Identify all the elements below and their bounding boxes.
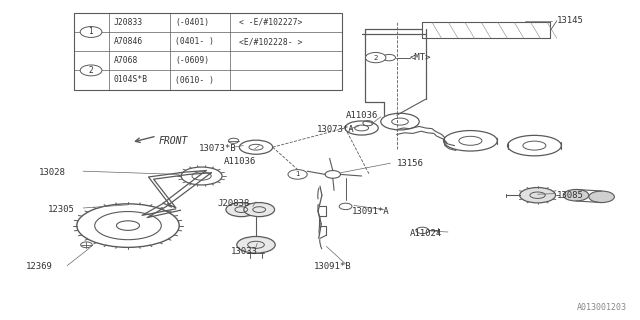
Circle shape	[288, 170, 307, 179]
Circle shape	[80, 27, 102, 37]
Text: J20838: J20838	[218, 199, 250, 208]
Text: 13028: 13028	[38, 168, 65, 177]
Circle shape	[80, 65, 102, 76]
Text: 13073*B: 13073*B	[198, 144, 236, 153]
Text: J20833: J20833	[113, 18, 143, 27]
Ellipse shape	[520, 188, 556, 203]
Text: 13145: 13145	[557, 16, 584, 25]
Text: (-0401): (-0401)	[175, 18, 209, 27]
Text: 13091*B: 13091*B	[314, 262, 351, 271]
Text: A11024: A11024	[410, 229, 442, 238]
Ellipse shape	[226, 203, 257, 217]
Text: <E/#102228- >: <E/#102228- >	[239, 37, 302, 46]
Text: A013001203: A013001203	[577, 303, 627, 312]
Ellipse shape	[237, 236, 275, 253]
Text: 13091*A: 13091*A	[352, 207, 390, 216]
Text: <MT>: <MT>	[410, 53, 431, 62]
Text: 12305: 12305	[48, 205, 75, 214]
Text: 2: 2	[89, 66, 93, 75]
Text: 12369: 12369	[26, 262, 52, 271]
Text: FRONT: FRONT	[159, 136, 188, 147]
Text: A7068: A7068	[113, 56, 138, 65]
Text: 1: 1	[89, 28, 93, 36]
Text: 13156: 13156	[397, 159, 424, 168]
Text: A70846: A70846	[113, 37, 143, 46]
Text: A11036: A11036	[346, 111, 378, 120]
Text: < -E/#102227>: < -E/#102227>	[239, 18, 302, 27]
Text: 13073*A: 13073*A	[317, 125, 355, 134]
Text: A11036: A11036	[224, 157, 256, 166]
Text: (-0609): (-0609)	[175, 56, 209, 65]
Text: 13033: 13033	[230, 247, 257, 256]
Text: (0401- ): (0401- )	[175, 37, 214, 46]
Ellipse shape	[589, 191, 614, 203]
Text: 0104S*B: 0104S*B	[113, 76, 148, 84]
Ellipse shape	[244, 203, 275, 217]
Text: 13085: 13085	[557, 191, 584, 200]
Text: 1: 1	[295, 172, 300, 177]
Text: 2: 2	[374, 55, 378, 60]
Ellipse shape	[563, 189, 589, 201]
Text: (0610- ): (0610- )	[175, 76, 214, 84]
Circle shape	[365, 52, 386, 63]
Bar	[74, 13, 342, 90]
